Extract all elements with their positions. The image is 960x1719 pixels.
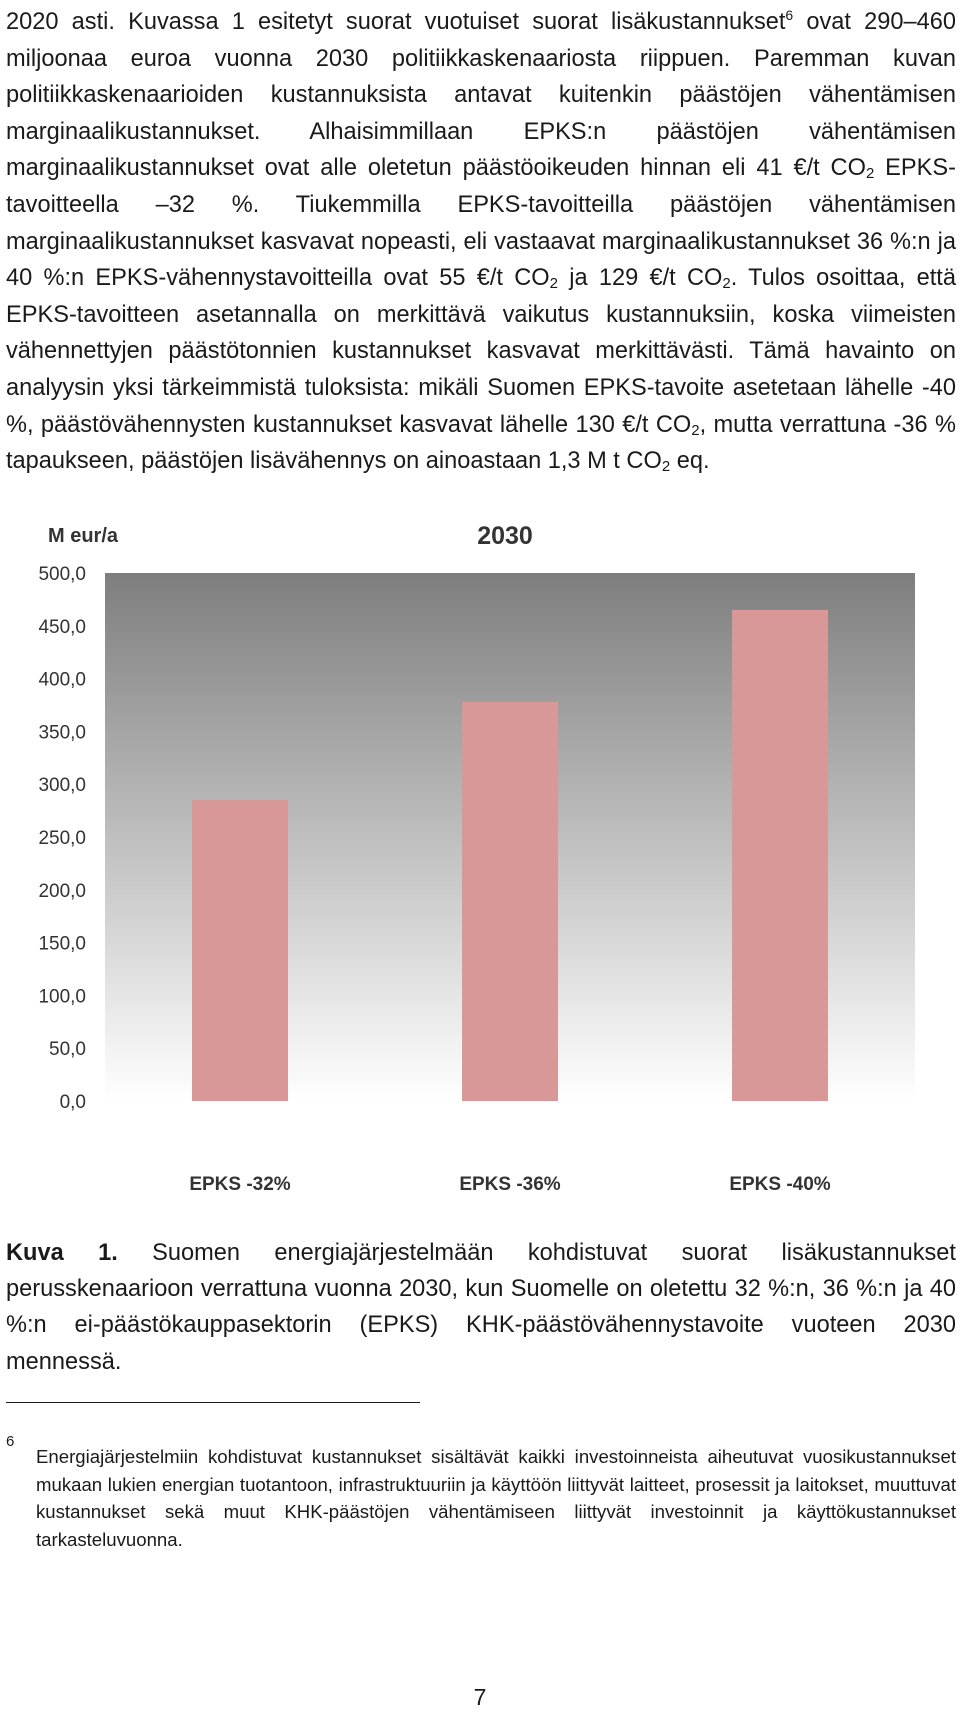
subscript: 2 (865, 165, 875, 183)
body-text: . Tulos osoittaa, että EPKS-tavoitteen a… (6, 265, 956, 438)
y-tick-label: 0,0 (60, 1092, 86, 1113)
body-text: ovat 290–460 miljoonaa euroa vuonna 2030… (6, 9, 956, 182)
y-tick-label: 100,0 (38, 986, 86, 1007)
x-tick-label: EPKS -36% (459, 1174, 560, 1195)
bars (192, 609, 828, 1101)
footnote-ref: 6 (785, 7, 794, 23)
bar (192, 800, 288, 1101)
caption-label: Kuva 1. (6, 1240, 118, 1266)
footnote-divider (6, 1402, 420, 1403)
x-tick-label: EPKS -32% (189, 1174, 290, 1195)
chart-title: 2030 (477, 522, 533, 550)
footnote-number: 6 (6, 1433, 15, 1450)
subscript: 2 (722, 275, 731, 293)
subscript: 2 (691, 421, 700, 439)
body-text: , mutta verrattuna -36 % tapaukseen, pää… (6, 411, 956, 475)
body-text: ja 129 €/t CO (557, 265, 723, 292)
bar (732, 609, 828, 1101)
y-tick-label: 450,0 (38, 617, 86, 638)
y-tick-label: 50,0 (49, 1039, 86, 1060)
body-paragraph: 2020 asti. Kuvassa 1 esitetyt suorat vuo… (6, 4, 956, 480)
body-text: eq. (670, 448, 710, 475)
bar (462, 701, 558, 1101)
y-axis: 0,0 50,0 100,0 150,0 200,0 250,0 300,0 350,0 400… (38, 564, 86, 1113)
y-tick-label: 250,0 (38, 828, 86, 849)
x-tick-label: EPKS -40% (729, 1174, 830, 1195)
y-tick-label: 300,0 (38, 775, 86, 796)
bar-chart: M eur/a 2030 0,0 50,0 100,0 150,0 200,0 250,0… (38, 522, 915, 1195)
caption-text: Suomen energiajärjestelmään kohdistuvat … (6, 1240, 956, 1375)
subscript: 2 (549, 275, 558, 293)
x-axis: EPKS -32% EPKS -36% EPKS -40% (189, 1174, 830, 1195)
y-tick-label: 400,0 (38, 670, 86, 691)
footnote-text: Energiajärjestelmiin kohdistuvat kustann… (36, 1446, 956, 1550)
body-text: EPKS-tavoitteella –32 %. Tiukemmilla EPK… (6, 155, 956, 292)
y-tick-label: 150,0 (38, 934, 86, 955)
figure-caption: Kuva 1. Suomen energiajärjestelmään kohd… (6, 1235, 956, 1380)
y-tick-label: 500,0 (38, 564, 86, 585)
subscript: 2 (661, 458, 671, 476)
y-tick-label: 350,0 (38, 722, 86, 743)
page-number: 7 (473, 1684, 487, 1710)
chart-ylabel: M eur/a (48, 525, 119, 547)
body-text: 2020 asti. Kuvassa 1 esitetyt suorat vuo… (6, 9, 786, 35)
y-tick-label: 200,0 (38, 881, 86, 902)
